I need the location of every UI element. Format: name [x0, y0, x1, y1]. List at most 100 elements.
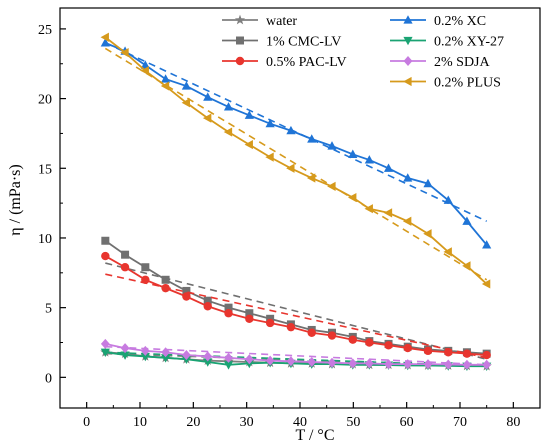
y-tick-label: 15: [38, 162, 52, 177]
data-point: [100, 32, 109, 42]
data-point: [203, 358, 213, 367]
data-point: [182, 350, 191, 361]
data-point: [244, 139, 253, 150]
data-point: [223, 127, 233, 137]
x-tick-label: 50: [346, 415, 360, 430]
legend-label: 0.2% PLUS: [434, 76, 501, 91]
data-point: [384, 359, 393, 370]
data-point: [286, 356, 296, 367]
data-point: [121, 250, 130, 259]
series-0-2-plus: [100, 32, 491, 289]
data-point: [141, 275, 150, 284]
data-point: [141, 263, 150, 272]
series-2-sdja: [100, 338, 492, 370]
data-point: [348, 358, 358, 369]
data-point: [101, 251, 110, 261]
data-point: [307, 134, 317, 143]
x-tick-label: 20: [186, 415, 200, 430]
legend-marker: [403, 76, 412, 87]
x-tick-label: 30: [240, 415, 254, 430]
y-tick-label: 10: [38, 232, 52, 247]
data-point: [224, 309, 233, 318]
data-point: [383, 208, 393, 218]
data-point: [265, 355, 275, 366]
data-point: [307, 357, 317, 368]
legend-label: 1% CMC-LV: [266, 35, 341, 50]
data-point: [364, 204, 373, 214]
data-point: [100, 38, 110, 47]
data-point: [140, 60, 150, 69]
data-point: [203, 302, 212, 311]
data-point: [140, 345, 150, 356]
data-point: [244, 110, 254, 119]
data-point: [403, 343, 412, 353]
data-point: [423, 346, 433, 356]
x-tick-label: 10: [133, 415, 147, 430]
series-0-5-pac-lv: [101, 251, 491, 360]
y-tick-label: 5: [45, 302, 52, 317]
data-point: [223, 102, 234, 111]
series-line: [104, 240, 487, 355]
data-point: [444, 348, 453, 357]
x-tick-label: 70: [453, 415, 467, 430]
data-point: [306, 173, 316, 183]
data-point: [348, 335, 357, 344]
fit-line: [105, 345, 487, 366]
data-point: [348, 192, 357, 203]
legend-item-2-sdja: 2% SDJA: [390, 55, 491, 70]
axes: 0 10 20 30 40 50 60 70 80 0 5 10 15 20 25: [38, 7, 541, 430]
data-point: [383, 163, 394, 172]
data-point: [402, 216, 412, 226]
data-point: [100, 338, 110, 349]
data-point: [384, 341, 393, 350]
data-point: [140, 66, 149, 76]
data-point: [286, 125, 296, 135]
data-point: [140, 352, 150, 362]
data-point: [100, 348, 110, 358]
data-point: [182, 292, 191, 301]
data-point: [245, 314, 254, 324]
data-point: [161, 347, 170, 358]
data-point: [161, 283, 170, 293]
legend: water 1% CMC-LV 0.5% PAC-LV 0.2% XC 0.2% XY-…: [222, 14, 504, 91]
data-point: [443, 195, 453, 204]
series-line: [105, 351, 487, 368]
data-point: [348, 149, 358, 158]
x-axis-title: T / °C: [296, 427, 335, 444]
data-point: [327, 331, 337, 340]
data-point: [364, 155, 374, 164]
data-point: [265, 318, 275, 328]
series-line: [104, 255, 487, 356]
y-axis-title: η / (mPa·s): [7, 164, 24, 235]
legend-item-0-5-pac-lv: 0.5% PAC-LV: [222, 55, 347, 70]
legend-label: 2% SDJA: [434, 55, 491, 70]
data-point: [120, 343, 130, 354]
data-point: [423, 178, 433, 188]
data-point: [224, 352, 233, 363]
data-point: [327, 181, 336, 191]
data-point: [327, 357, 337, 368]
data-point: [265, 152, 274, 162]
data-point: [403, 173, 413, 182]
plot-area: [100, 32, 492, 371]
data-point: [161, 354, 171, 363]
data-point: [423, 359, 433, 370]
data-point: [120, 263, 130, 272]
legend-marker: [403, 56, 413, 66]
legend-item-water: water: [222, 14, 297, 29]
data-point: [423, 229, 432, 239]
legend-item-0-2-plus: 0.2% PLUS: [390, 76, 501, 91]
legend-marker: [403, 36, 413, 46]
data-point: [482, 359, 492, 370]
data-point: [181, 81, 191, 90]
legend-marker: [403, 15, 413, 24]
data-point: [462, 349, 472, 358]
data-point: [443, 359, 453, 370]
legend-marker: [236, 36, 244, 45]
data-point: [120, 47, 129, 58]
data-point: [244, 354, 254, 365]
y-tick-label: 0: [45, 371, 52, 386]
legend-marker: [234, 14, 246, 25]
x-tick-label: 0: [83, 415, 90, 430]
